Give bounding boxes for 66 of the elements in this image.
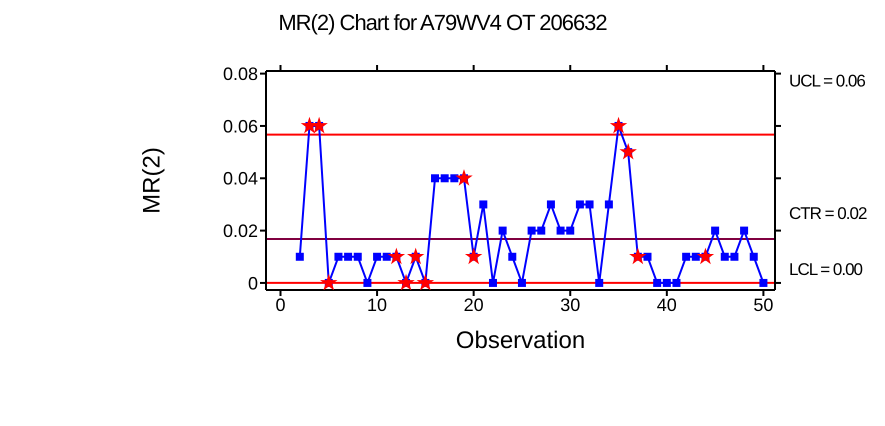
point xyxy=(373,252,382,261)
point xyxy=(382,252,391,261)
point xyxy=(311,118,327,133)
point xyxy=(344,252,352,261)
y-axis-title: MR(2) xyxy=(138,147,166,214)
point xyxy=(440,174,449,182)
ref-line-label: CTR = 0.02 xyxy=(789,204,867,223)
point xyxy=(740,226,748,235)
point xyxy=(711,226,720,235)
point xyxy=(750,252,758,261)
point xyxy=(644,252,652,261)
x-tick-label: 40 xyxy=(656,294,677,315)
point xyxy=(498,226,507,235)
x-tick-label: 0 xyxy=(275,294,286,315)
point xyxy=(604,200,613,208)
point xyxy=(630,248,646,264)
y-tick-label: 0.04 xyxy=(222,168,258,189)
point xyxy=(488,278,497,287)
point xyxy=(431,174,440,182)
point xyxy=(662,278,671,287)
ref-line-label: UCL = 0.06 xyxy=(789,72,866,91)
x-tick-label: 50 xyxy=(753,294,774,315)
x-axis-title: Observation xyxy=(456,327,586,354)
point xyxy=(466,248,482,264)
point xyxy=(692,252,700,261)
point xyxy=(418,274,434,290)
point xyxy=(672,278,680,287)
point xyxy=(334,252,342,261)
point xyxy=(720,252,729,261)
x-tick-label: 30 xyxy=(560,294,580,315)
point xyxy=(518,278,526,287)
point xyxy=(759,278,768,287)
point xyxy=(576,200,584,208)
x-tick-label: 20 xyxy=(464,294,484,315)
point xyxy=(302,118,318,133)
point xyxy=(620,144,636,159)
point xyxy=(610,118,626,133)
point xyxy=(528,226,536,235)
point xyxy=(682,252,690,261)
point xyxy=(556,226,565,235)
point xyxy=(363,278,372,287)
point xyxy=(698,248,714,264)
point xyxy=(508,252,516,261)
y-tick-label: 0.02 xyxy=(222,220,258,241)
point xyxy=(546,200,555,208)
point xyxy=(296,252,304,261)
point xyxy=(537,226,546,235)
point xyxy=(586,200,594,208)
point xyxy=(354,252,362,261)
point xyxy=(653,278,662,287)
point xyxy=(595,278,604,287)
point xyxy=(730,252,738,261)
y-tick-label: 0.06 xyxy=(222,116,258,136)
point xyxy=(450,174,458,182)
point xyxy=(479,200,488,208)
x-tick-label: 10 xyxy=(367,294,388,315)
point xyxy=(456,170,472,185)
chart-title: MR(2) Chart for A79WV4 OT 206632 xyxy=(277,10,608,36)
y-tick-label: 0.08 xyxy=(222,64,258,84)
point xyxy=(408,248,424,264)
point xyxy=(398,274,414,290)
point xyxy=(321,274,336,290)
y-tick-label: 0 xyxy=(248,273,258,294)
ref-line-label: LCL = 0.00 xyxy=(789,260,863,279)
point xyxy=(388,248,404,264)
point xyxy=(566,226,574,235)
